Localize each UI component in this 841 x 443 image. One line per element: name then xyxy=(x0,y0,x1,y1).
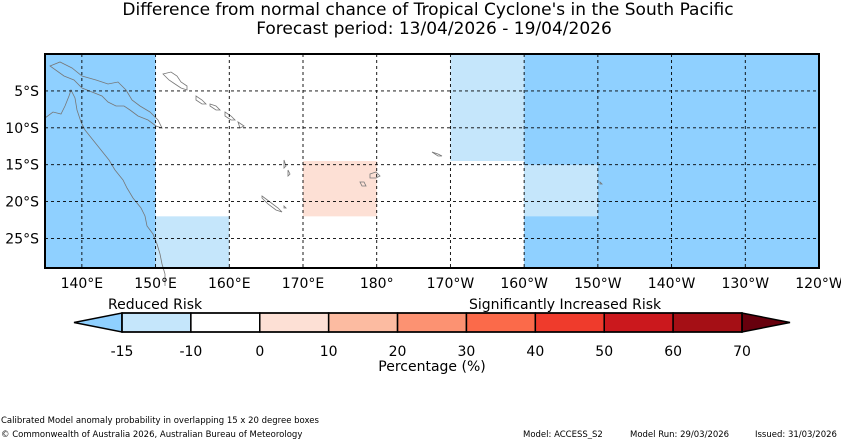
new-caledonia-coastline xyxy=(261,195,287,213)
coastlines xyxy=(44,61,603,286)
colorbar-tick-label: 30 xyxy=(458,344,476,360)
colorbar-segment xyxy=(327,312,399,333)
colorbar-tick-label: 20 xyxy=(389,344,407,360)
longitude-label: 160°E xyxy=(208,276,251,292)
longitude-label: 170°W xyxy=(427,276,475,292)
new-guinea-coastline xyxy=(49,61,163,129)
latitude-labels: 5°S 10°S 15°S 20°S 25°S xyxy=(5,84,39,248)
colorbar-tick-label: 70 xyxy=(733,344,751,360)
longitude-label: 140°W xyxy=(648,276,696,292)
longitude-label: 170°E xyxy=(282,276,325,292)
colorbar-tick-label: -15 xyxy=(111,344,134,360)
latitude-label: 25°S xyxy=(5,231,39,247)
colorbar-overflow-arrow xyxy=(741,312,791,333)
map-panel: 5°S 10°S 15°S 20°S 25°S 140°E 150°E 160°E 170°E… xyxy=(5,53,841,292)
colorbar-tick-label: 40 xyxy=(526,344,544,360)
colorbar-underflow-arrow xyxy=(73,312,123,333)
figure-title: Difference from normal chance of Tropica… xyxy=(122,0,733,20)
longitude-label: 140°E xyxy=(61,276,104,292)
anomaly-box-2 xyxy=(524,54,819,268)
colorbar-segments xyxy=(121,312,743,333)
latitude-label: 5°S xyxy=(14,84,39,100)
solomon-islands-coastline xyxy=(195,95,245,129)
colorbar-tick-label: 50 xyxy=(595,344,613,360)
colorbar-segment xyxy=(603,312,674,333)
anomaly-box-6 xyxy=(303,161,377,217)
colorbar-segment xyxy=(121,312,192,333)
footer-copyright: © Commonwealth of Australia 2026, Austra… xyxy=(1,430,302,439)
vanuatu-coastline xyxy=(283,159,291,177)
colorbar-segment xyxy=(534,312,605,333)
colorbar-right-label: Significantly Increased Risk xyxy=(469,297,662,313)
anomaly-box-4 xyxy=(450,54,525,161)
footer-model-run: Model Run: 29/03/2026 xyxy=(630,430,729,439)
map-frame xyxy=(44,53,820,269)
colorbar-segment xyxy=(190,312,261,333)
colorbar-tick-label: 0 xyxy=(255,344,264,360)
footer-issued: Issued: 31/03/2026 xyxy=(755,430,837,439)
longitude-label: 180° xyxy=(360,276,394,292)
colorbar-ticks: -15 -10 0 10 20 30 40 50 60 70 xyxy=(111,344,751,360)
fiji-coastline xyxy=(359,171,381,187)
longitude-label: 150°W xyxy=(574,276,622,292)
colorbar-tick-label: -10 xyxy=(179,344,202,360)
anomaly-boxes xyxy=(45,54,819,268)
colorbar-outline xyxy=(121,312,743,333)
longitude-label: 160°W xyxy=(500,276,548,292)
colorbar-left-label: Reduced Risk xyxy=(108,297,203,313)
latitude-label: 20°S xyxy=(5,195,39,211)
anomaly-box-3 xyxy=(155,216,230,268)
colorbar-tick-label: 60 xyxy=(664,344,682,360)
longitude-label: 120°W xyxy=(795,276,841,292)
latitude-label: 10°S xyxy=(5,121,39,137)
longitude-label: 150°E xyxy=(134,276,177,292)
colorbar-segment xyxy=(396,312,468,333)
graticule xyxy=(45,54,820,268)
footer-note: Calibrated Model anomaly probability in … xyxy=(1,416,319,426)
colorbar: Reduced Risk Significantly Increased Ris… xyxy=(73,297,791,375)
latitude-label: 15°S xyxy=(5,158,39,174)
colorbar-segment xyxy=(465,312,537,333)
footer-model: Model: ACCESS_S2 xyxy=(523,430,603,439)
colorbar-segment xyxy=(259,312,330,333)
anomaly-box-5 xyxy=(524,164,598,217)
colorbar-tick-label: 10 xyxy=(320,344,338,360)
anomaly-box-1 xyxy=(45,54,156,268)
tahiti-coastline xyxy=(599,181,603,185)
longitude-label: 130°W xyxy=(721,276,769,292)
samoa-coastline xyxy=(431,151,443,157)
forecast-period: Forecast period: 13/04/2026 - 19/04/2026 xyxy=(256,19,612,39)
colorbar-axis-label: Percentage (%) xyxy=(378,359,485,375)
colorbar-segment xyxy=(672,312,743,333)
new-britain-coastline xyxy=(162,71,188,91)
longitude-labels: 140°E 150°E 160°E 170°E 180° 170°W 160°W 150°W 1… xyxy=(61,276,841,292)
